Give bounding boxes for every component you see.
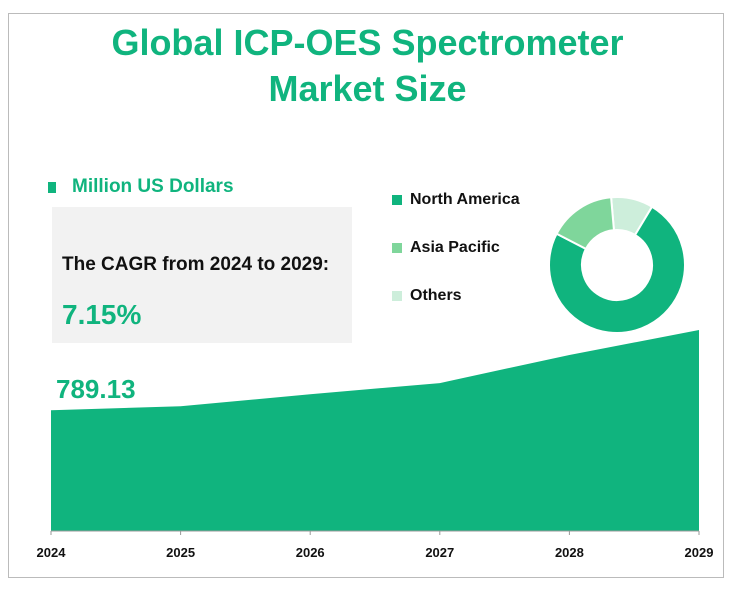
legend-item: Others	[392, 287, 462, 305]
legend-label: Others	[410, 287, 462, 304]
cagr-box: The CAGR from 2024 to 2029: 7.15%	[52, 207, 352, 343]
title-line-2: Market Size	[268, 68, 467, 109]
legend-label: North America	[410, 191, 520, 208]
donut-slice-asia-pacific	[555, 196, 616, 251]
x-tick-label: 2027	[425, 545, 454, 560]
x-tick-label: 2029	[685, 545, 714, 560]
legend-marker	[392, 243, 402, 253]
x-tick-label: 2026	[296, 545, 325, 560]
legend-marker	[392, 291, 402, 301]
first-value-label: 789.13	[56, 374, 136, 404]
chart-title: Global ICP-OES Spectrometer Market Size	[0, 20, 735, 112]
unit-label: Million US Dollars	[72, 176, 234, 197]
legend-item: North America	[392, 191, 520, 209]
legend-item: Asia Pacific	[392, 239, 500, 257]
x-tick-label: 2024	[37, 545, 67, 560]
title-line-1: Global ICP-OES Spectrometer	[111, 22, 624, 63]
cagr-label: The CAGR from 2024 to 2029:	[62, 254, 330, 275]
donut-slice-north-america	[548, 205, 686, 334]
x-tick-label: 2025	[166, 545, 195, 560]
unit-legend-marker	[48, 181, 56, 193]
legend-marker	[392, 195, 402, 205]
legend-label: Asia Pacific	[410, 239, 500, 256]
cagr-value: 7.15%	[62, 299, 142, 330]
unit-legend: Million US Dollars	[48, 176, 234, 198]
x-tick-label: 2028	[555, 545, 584, 560]
area-series	[51, 330, 699, 531]
